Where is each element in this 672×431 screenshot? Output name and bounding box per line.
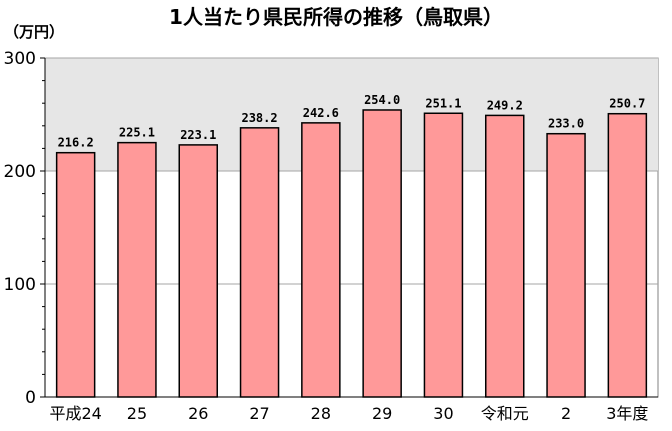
data-labels: 216.2 225.1 223.1 238.2 242.6 254.0 251.1 249.2… [58,93,646,150]
x-tick-label: 令和元 [481,404,529,423]
data-label: 223.1 [180,128,216,142]
bar [301,122,341,398]
bars [55,109,648,398]
y-tick-label: 300 [4,49,36,69]
bar [607,112,648,398]
x-tick-label: 平成24 [49,404,101,423]
x-tick-label: 3年度 [606,404,648,423]
x-tick-label: 29 [372,404,392,423]
bar [423,112,464,398]
bar [117,141,157,398]
data-label: 242.6 [303,106,339,120]
x-tick-label: 28 [311,404,331,423]
y-tick-label: 0 [25,388,36,408]
x-tick-label: 30 [433,404,453,423]
x-tick-label: 25 [127,404,147,423]
y-axis-ticks: 0 100 200 300 [4,49,45,408]
data-label: 233.0 [548,117,584,131]
y-tick-label: 200 [4,162,36,182]
data-label: 238.2 [241,111,277,125]
x-tick-label: 2 [561,404,571,423]
data-label: 250.7 [609,97,645,111]
data-label: 216.2 [58,136,94,150]
x-axis-ticks: 平成24 25 26 27 28 29 30 令和元 2 3年度 [49,404,648,423]
y-axis-unit-label: （万円） [4,23,64,41]
bar [362,109,402,398]
y-tick-label: 100 [4,275,36,295]
x-tick-label: 27 [249,404,269,423]
chart-title: 1人当たり県民所得の推移（鳥取県） [169,5,503,29]
bar [178,144,219,398]
bar [239,127,280,398]
bar [55,151,96,398]
data-label: 249.2 [487,98,523,112]
data-label: 225.1 [119,126,155,140]
data-label: 254.0 [364,93,400,107]
data-label: 251.1 [425,96,461,110]
bar [546,132,586,398]
bar [484,114,525,398]
x-tick-label: 26 [188,404,208,423]
